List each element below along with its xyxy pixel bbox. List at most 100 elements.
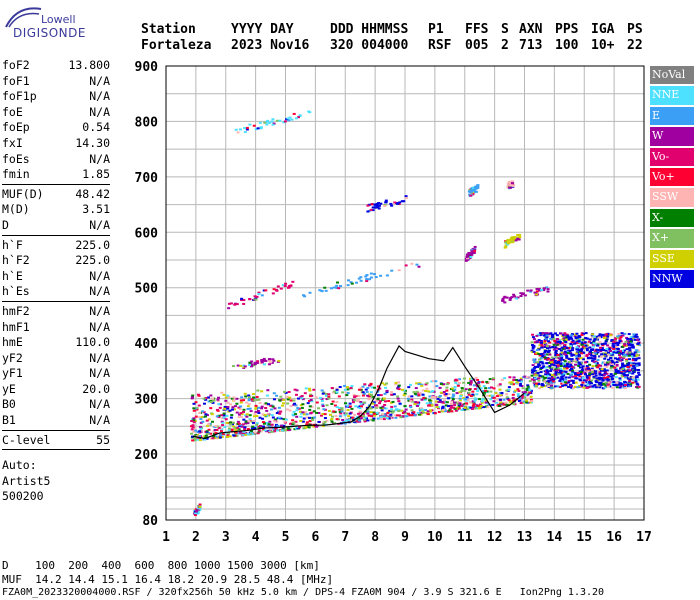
echo-point (366, 204, 370, 207)
echo-point (359, 387, 363, 390)
echo-point (305, 416, 309, 419)
echo-point (215, 437, 219, 440)
echo-point (204, 398, 208, 401)
auto-line: Auto: (2, 458, 37, 473)
echo-point (507, 388, 511, 391)
echo-point (535, 290, 539, 293)
echo-point (346, 388, 350, 391)
echo-point (632, 362, 636, 365)
echo-point (362, 418, 366, 421)
echo-point (559, 378, 563, 381)
hdr1-field-1: YYYY DAY (231, 22, 294, 37)
echo-point (539, 365, 543, 368)
echo-point (288, 409, 292, 412)
echo-point (204, 397, 208, 400)
echo-point (394, 383, 398, 386)
param-value: 225.0 (75, 253, 110, 268)
echo-point (321, 413, 325, 416)
echo-point (385, 417, 389, 420)
echo-point (404, 408, 408, 411)
echo-point (452, 389, 456, 392)
echo-point (365, 280, 369, 283)
echo-point (199, 421, 203, 424)
echo-point (361, 394, 365, 397)
echo-point (240, 299, 244, 302)
echo-point (296, 427, 300, 430)
echo-point (633, 367, 637, 370)
echo-point (567, 385, 571, 388)
echo-point (244, 422, 248, 425)
echo-point (503, 377, 507, 380)
echo-point (196, 393, 200, 396)
echo-point (514, 239, 518, 242)
echo-point (433, 385, 437, 388)
echo-point (606, 377, 610, 380)
echo-point (262, 422, 266, 425)
echo-point (628, 351, 632, 354)
echo-point (258, 402, 262, 405)
echo-point (531, 364, 535, 367)
echo-point (385, 382, 389, 385)
echo-point (195, 435, 199, 438)
echo-point (283, 429, 287, 432)
echo-point (560, 351, 564, 354)
echo-point (554, 372, 558, 375)
echo-point (539, 341, 543, 344)
echo-point (250, 430, 254, 433)
param-key: hmE (2, 335, 23, 350)
echo-point (529, 389, 533, 392)
echo-point (215, 415, 219, 418)
y-tick-label: 200 (135, 448, 159, 463)
param-key: hmF1 (2, 319, 30, 334)
param-value: N/A (89, 397, 110, 412)
echo-point (553, 332, 557, 335)
echo-point (588, 346, 592, 349)
echo-point (581, 381, 585, 384)
echo-point (323, 408, 327, 411)
echo-point (458, 397, 462, 400)
echo-point (543, 345, 547, 348)
echo-point (378, 400, 382, 403)
echo-point (499, 394, 503, 397)
echo-point (193, 438, 197, 441)
echo-point (611, 386, 615, 389)
echo-point (380, 409, 384, 412)
echo-point (621, 367, 625, 370)
echo-point (348, 417, 352, 420)
echo-point (335, 388, 339, 391)
echo-point (434, 403, 438, 406)
echo-point (599, 350, 603, 353)
echo-point (374, 276, 378, 279)
echo-point (257, 430, 261, 433)
echo-point (623, 374, 627, 377)
echo-point (258, 426, 262, 429)
echo-point (222, 412, 226, 415)
echo-point (536, 333, 540, 336)
echo-point (205, 432, 209, 435)
echo-point (545, 369, 549, 372)
echo-point (275, 420, 279, 423)
echo-point (535, 382, 539, 385)
echo-point (614, 368, 618, 371)
echo-point (601, 378, 605, 381)
echo-point (559, 352, 563, 355)
echo-point (389, 401, 393, 404)
param-row: MUF(D) 48.42 (2, 187, 110, 203)
echo-point (628, 378, 632, 381)
echo-point (454, 409, 458, 412)
echo-point (610, 359, 614, 362)
param-key: B0 (2, 397, 16, 412)
param-key: foEp (2, 120, 30, 135)
echo-point (469, 381, 473, 384)
echo-point (248, 298, 252, 301)
echo-point (191, 435, 195, 438)
echo-point (283, 390, 287, 393)
echo-point (588, 381, 592, 384)
x-tick-label: 6 (311, 530, 319, 545)
echo-point (618, 377, 622, 380)
echo-point (559, 364, 563, 367)
echo-point (351, 401, 355, 404)
echo-point (637, 350, 641, 353)
echo-point (244, 414, 248, 417)
echo-point (417, 413, 421, 416)
